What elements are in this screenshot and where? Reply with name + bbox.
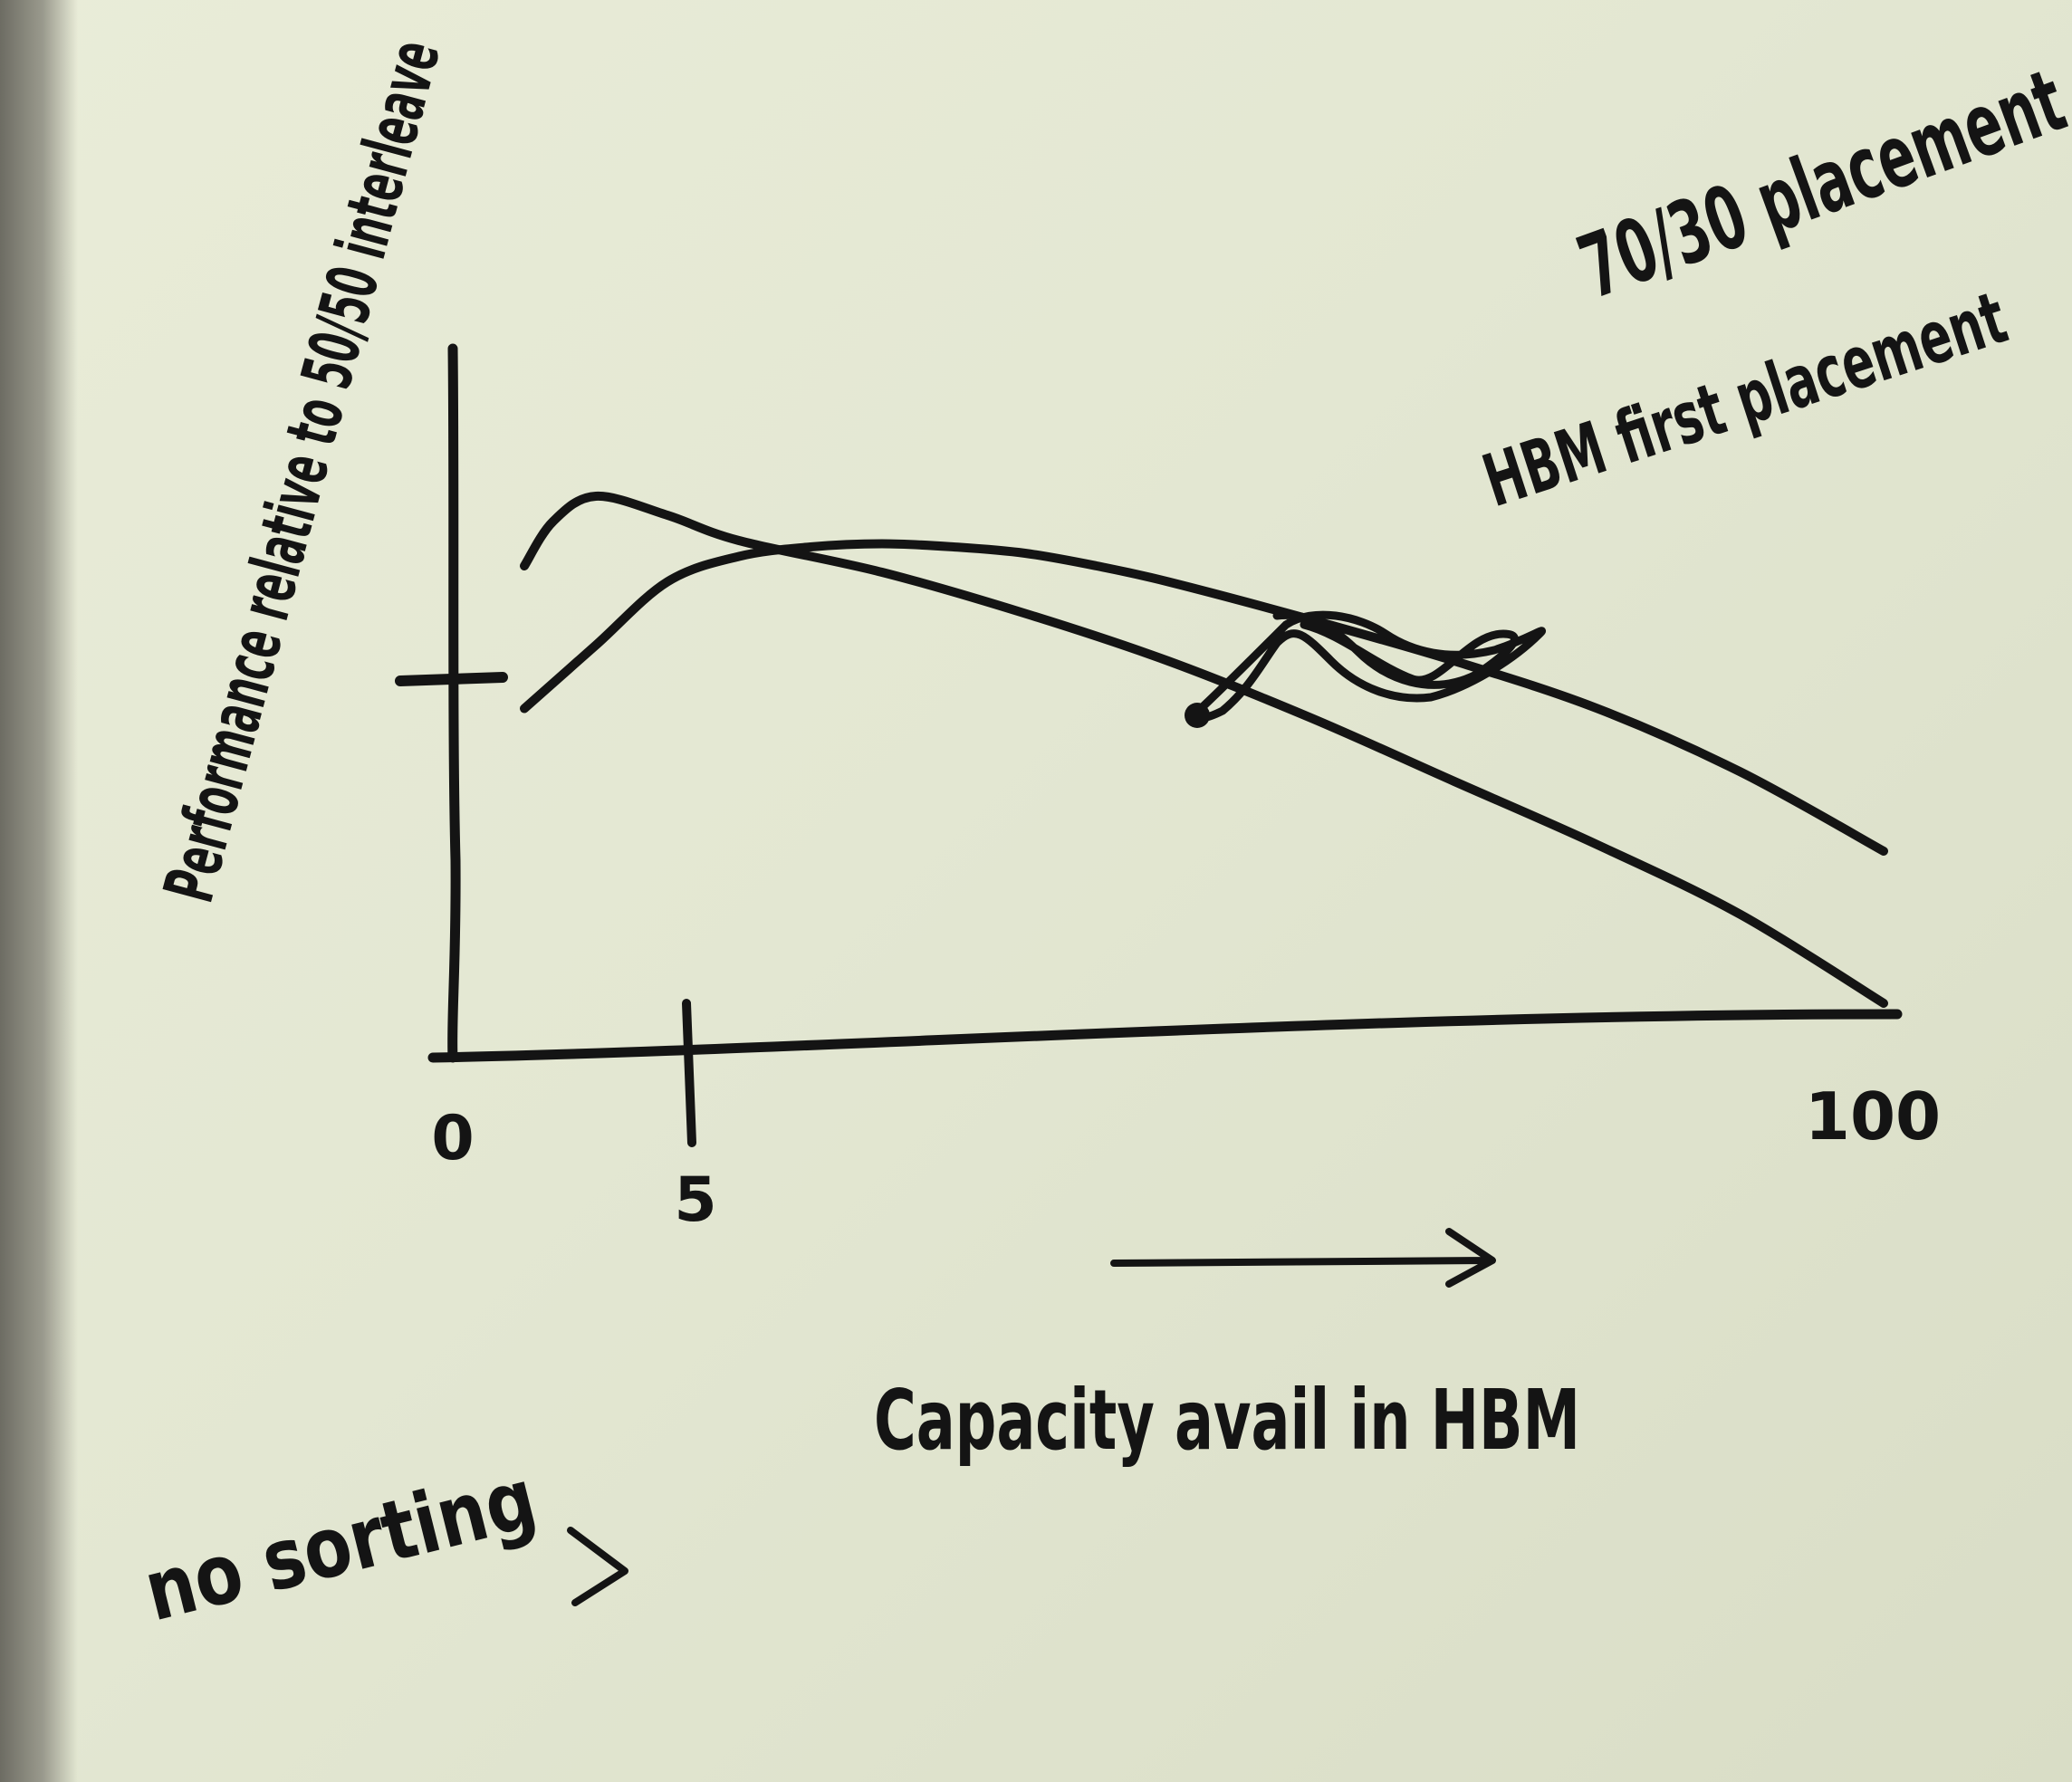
x-tick-marker (682, 999, 696, 1147)
series-line-70-30-placement (520, 539, 1888, 856)
annotation-arrowhead (567, 1527, 628, 1606)
x-axis-label: Capacity avail in HBM (874, 1372, 1580, 1469)
scribble-mark (1191, 610, 1546, 723)
note-shadow-edge (0, 0, 78, 1782)
y-axis (447, 343, 461, 1063)
x-axis-label-arrow (1110, 1228, 1496, 1288)
legend-label-hbm-first-placement: HBM first placement (1473, 275, 2016, 523)
x-tick-label-100: 100 (1805, 1078, 1941, 1154)
x-tick-label-5: 5 (674, 1164, 716, 1236)
scribble-dot (1185, 703, 1210, 728)
series-line-hbm-first-placement (520, 491, 1888, 1008)
legend-label-70-30-placement: 70/30 placement (1567, 50, 2072, 319)
annotation-no-sorting: no sorting (135, 1450, 545, 1640)
x-tick-label-0: 0 (431, 1103, 474, 1174)
x-axis (427, 1009, 1903, 1063)
y-axis-label: Performance relative to 50/50 interleave (148, 32, 456, 910)
y-tick-marker (395, 672, 508, 686)
